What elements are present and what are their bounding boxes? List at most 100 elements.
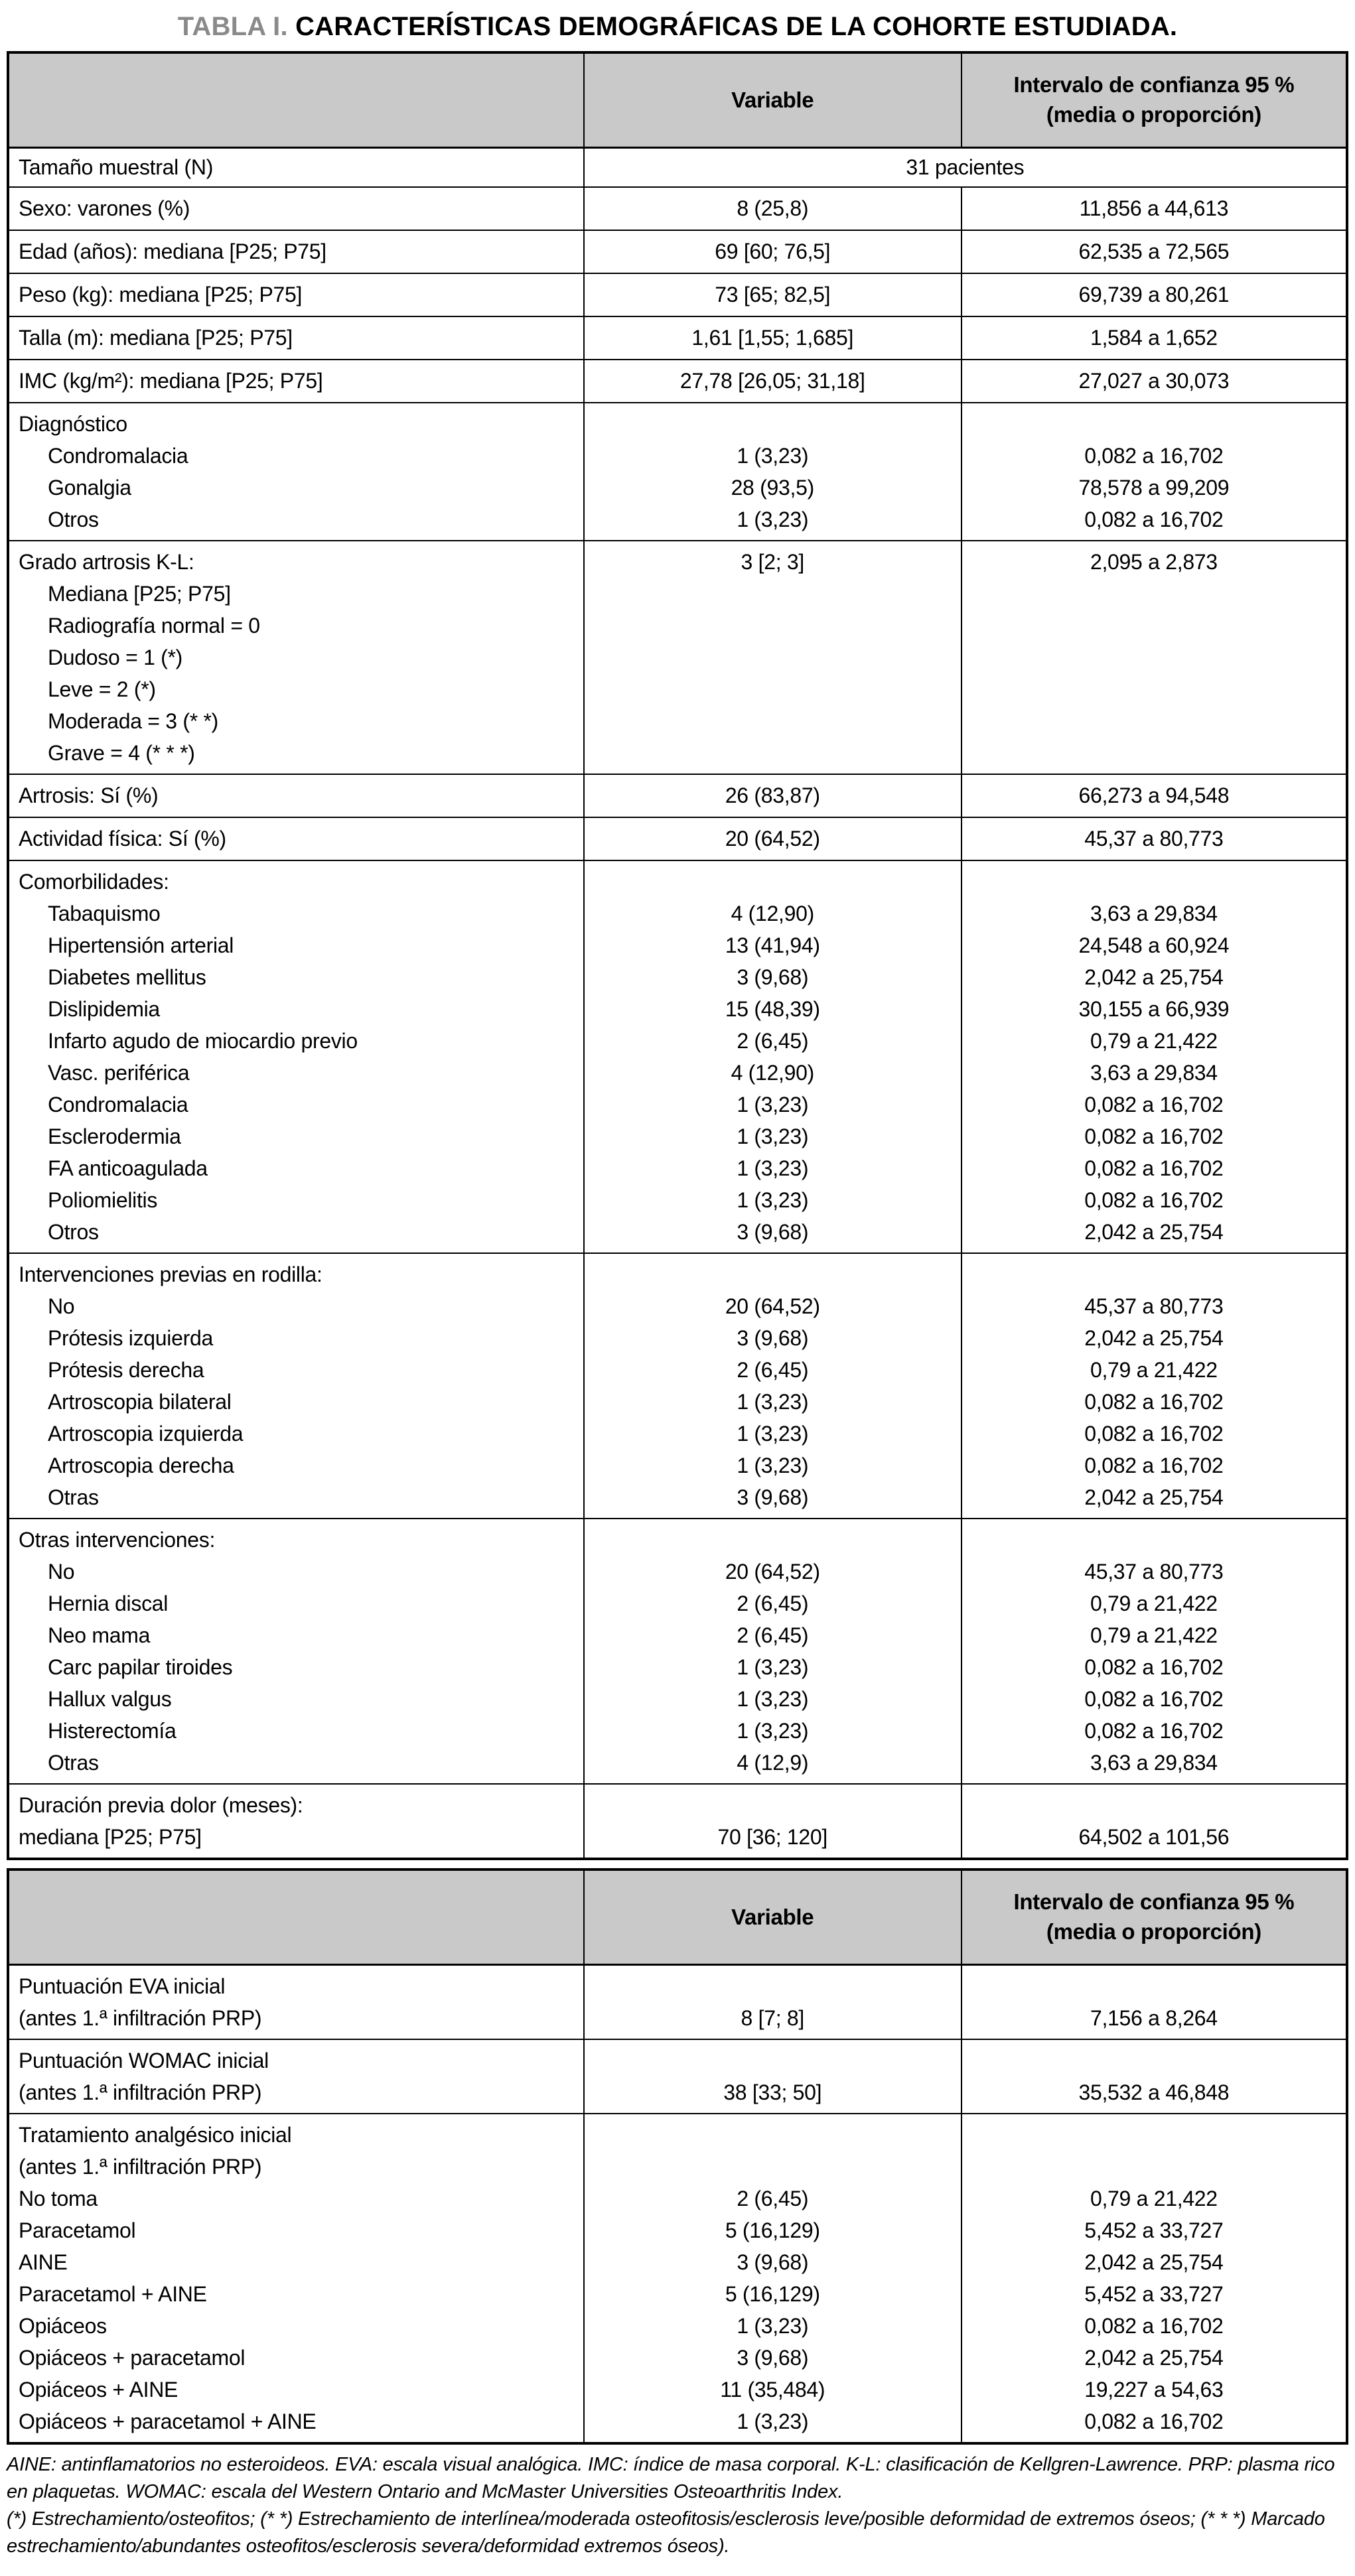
row-ci-group: 3,63 a 29,834 24,548 a 60,924 2,042 a 25,7… [960, 860, 1348, 1254]
ci-line: 0,79 a 21,422 [1090, 1623, 1218, 1647]
row-ci-group: 45,37 a 80,773 0,79 a 21,422 0,79 a 21,422… [960, 1518, 1348, 1785]
table-row: Tratamiento analgésico inicial (antes 1.ª… [7, 2113, 1348, 2444]
row-ci-group: 0,082 a 16,702 78,578 a 99,209 0,082 a 16,… [960, 402, 1348, 541]
row-ci-group: 64,502 a 101,56 [960, 1783, 1348, 1860]
table-row: Puntuación WOMAC inicial (antes 1.ª infil… [7, 2039, 1348, 2114]
ci-line [971, 705, 1336, 737]
label-line: Artroscopia derecha [48, 1454, 234, 1477]
row-variable-group: 4 (12,90) 13 (41,94) 3 (9,68) 15 (48,39) 2 (… [583, 860, 962, 1254]
variable-line: 4 (12,9) [737, 1751, 809, 1775]
variable-line: 1 (3,23) [737, 1719, 809, 1743]
label-line: Condromalacia [48, 1093, 188, 1117]
row-ci-value: 27,027 a 30,073 [960, 359, 1348, 403]
row-variable-group: 70 [36; 120] [583, 1783, 962, 1860]
label-line: Otras [48, 1751, 99, 1775]
ci-line: 2,042 a 25,754 [1084, 2250, 1224, 2274]
variable-line: 3 (9,68) [737, 1220, 809, 1244]
row-variable-group: 1 (3,23) 28 (93,5) 1 (3,23) [583, 402, 962, 541]
variable-line [594, 1789, 952, 1821]
ci-line: 35,532 a 46,848 [1078, 2080, 1230, 2104]
ci-line [971, 1970, 1336, 2002]
variable-line: 3 (9,68) [737, 965, 809, 989]
label-line: Esclerodermia [48, 1124, 181, 1148]
variable-line: 4 (12,90) [731, 902, 815, 925]
variable-line: 8 [7; 8] [741, 2006, 805, 2030]
row-variable-group: 3 [2; 3] [583, 540, 962, 775]
ci-line [971, 2119, 1336, 2151]
variable-line [594, 1970, 952, 2002]
row-label: Peso (kg): mediana [P25; P75] [7, 273, 585, 317]
variable-line [594, 1258, 952, 1290]
row-ci-group: 45,37 a 80,773 2,042 a 25,754 0,79 a 21,42… [960, 1253, 1348, 1519]
ci-line: 0,082 a 16,702 [1084, 1719, 1224, 1743]
label-line: FA anticoagulada [48, 1156, 208, 1180]
ci-line: 0,082 a 16,702 [1084, 1188, 1224, 1212]
label-line: Leve = 2 (*) [48, 677, 156, 701]
label-line: Vasc. periférica [48, 1061, 190, 1085]
label-line: Opiáceos + paracetamol [19, 2346, 246, 2370]
label-line: No [48, 1560, 75, 1584]
table-row: Otras intervenciones: No Hernia discal Neo … [7, 1518, 1348, 1785]
variable-line: 1 (3,23) [737, 1390, 809, 1414]
ci-line [971, 578, 1336, 610]
variable-line: 1 (3,23) [737, 1188, 809, 1212]
ci-line: 0,082 a 16,702 [1084, 1422, 1224, 1446]
variable-line [594, 866, 952, 898]
ci-line: 24,548 a 60,924 [1078, 933, 1230, 957]
variable-line [594, 610, 952, 642]
ci-line: 0,082 a 16,702 [1084, 1687, 1224, 1711]
label-line: Artroscopia izquierda [48, 1422, 244, 1446]
table-row: Sexo: varones (%) 8 (25,8) 11,856 a 44,613 [7, 186, 1348, 231]
variable-line: 3 (9,68) [737, 2346, 809, 2370]
label-line: Dudoso = 1 (*) [48, 645, 183, 669]
label-line: No toma [19, 2187, 98, 2210]
ci-line [971, 673, 1336, 705]
variable-line: 4 (12,90) [731, 1061, 815, 1085]
label-line: Hernia discal [48, 1592, 169, 1615]
header-confidence-interval: Intervalo de confianza 95 % (media o pro… [960, 52, 1348, 149]
ci-line: 7,156 a 8,264 [1090, 2006, 1218, 2030]
row-variable-group: 20 (64,52) 2 (6,45) 2 (6,45) 1 (3,23) 1 (3,2… [583, 1518, 962, 1785]
scores-table: Variable Intervalo de confianza 95 % (me… [7, 1868, 1348, 2445]
variable-line: 1 (3,23) [737, 2314, 809, 2338]
ci-line [971, 642, 1336, 673]
row-label-group: Puntuación EVA inicial (antes 1.ª infiltr… [7, 1964, 585, 2040]
footnotes: AINE: antinflamatorios no esteroideos. E… [7, 2451, 1348, 2560]
label-line: Gonalgia [48, 476, 131, 500]
row-variable-value: 73 [65; 82,5] [583, 273, 962, 317]
row-variable-group: 20 (64,52) 3 (9,68) 2 (6,45) 1 (3,23) 1 (3,2… [583, 1253, 962, 1519]
row-ci-value: 69,739 a 80,261 [960, 273, 1348, 317]
row-ci-group: 7,156 a 8,264 [960, 1964, 1348, 2040]
table-row: Diagnóstico Condromalacia Gonalgia Otros 1 … [7, 402, 1348, 541]
ci-line [971, 1789, 1336, 1821]
ci-line: 5,452 a 33,727 [1084, 2218, 1224, 2242]
row-variable-group: 38 [33; 50] [583, 2039, 962, 2114]
label-line: Condromalacia [48, 444, 188, 468]
label-line: Intervenciones previas en rodilla: [19, 1262, 322, 1286]
header-empty-cell [7, 52, 585, 149]
ci-line: 0,082 a 16,702 [1084, 2409, 1224, 2433]
label-line: Hipertensión arterial [48, 933, 234, 957]
variable-line [594, 578, 952, 610]
ci-line: 19,227 a 54,63 [1084, 2378, 1224, 2402]
footnote-asterisk-legend: (*) Estrechamiento/osteofitos; (* *) Est… [7, 2508, 1325, 2557]
ci-line: 0,082 a 16,702 [1084, 1124, 1224, 1148]
ci-line: 0,082 a 16,702 [1084, 1390, 1224, 1414]
table-row: Edad (años): mediana [P25; P75] 69 [60; 7… [7, 230, 1348, 274]
ci-line [971, 610, 1336, 642]
ci-line: 0,082 a 16,702 [1084, 1454, 1224, 1477]
ci-line: 2,042 a 25,754 [1084, 2346, 1224, 2370]
variable-line: 20 (64,52) [725, 1560, 820, 1584]
row-label: IMC (kg/m²): mediana [P25; P75] [7, 359, 585, 403]
ci-line: 30,155 a 66,939 [1078, 997, 1230, 1021]
row-ci-value: 45,37 a 80,773 [960, 817, 1348, 861]
variable-line: 20 (64,52) [725, 1294, 820, 1318]
ci-line: 2,095 a 2,873 [1090, 550, 1218, 574]
ci-line: 64,502 a 101,56 [1078, 1825, 1230, 1849]
ci-line: 0,082 a 16,702 [1084, 444, 1224, 468]
ci-line: 0,082 a 16,702 [1084, 1655, 1224, 1679]
ci-line: 0,79 a 21,422 [1090, 1358, 1218, 1382]
label-line: No [48, 1294, 75, 1318]
variable-line: 2 (6,45) [737, 1623, 809, 1647]
variable-line: 13 (41,94) [725, 933, 820, 957]
